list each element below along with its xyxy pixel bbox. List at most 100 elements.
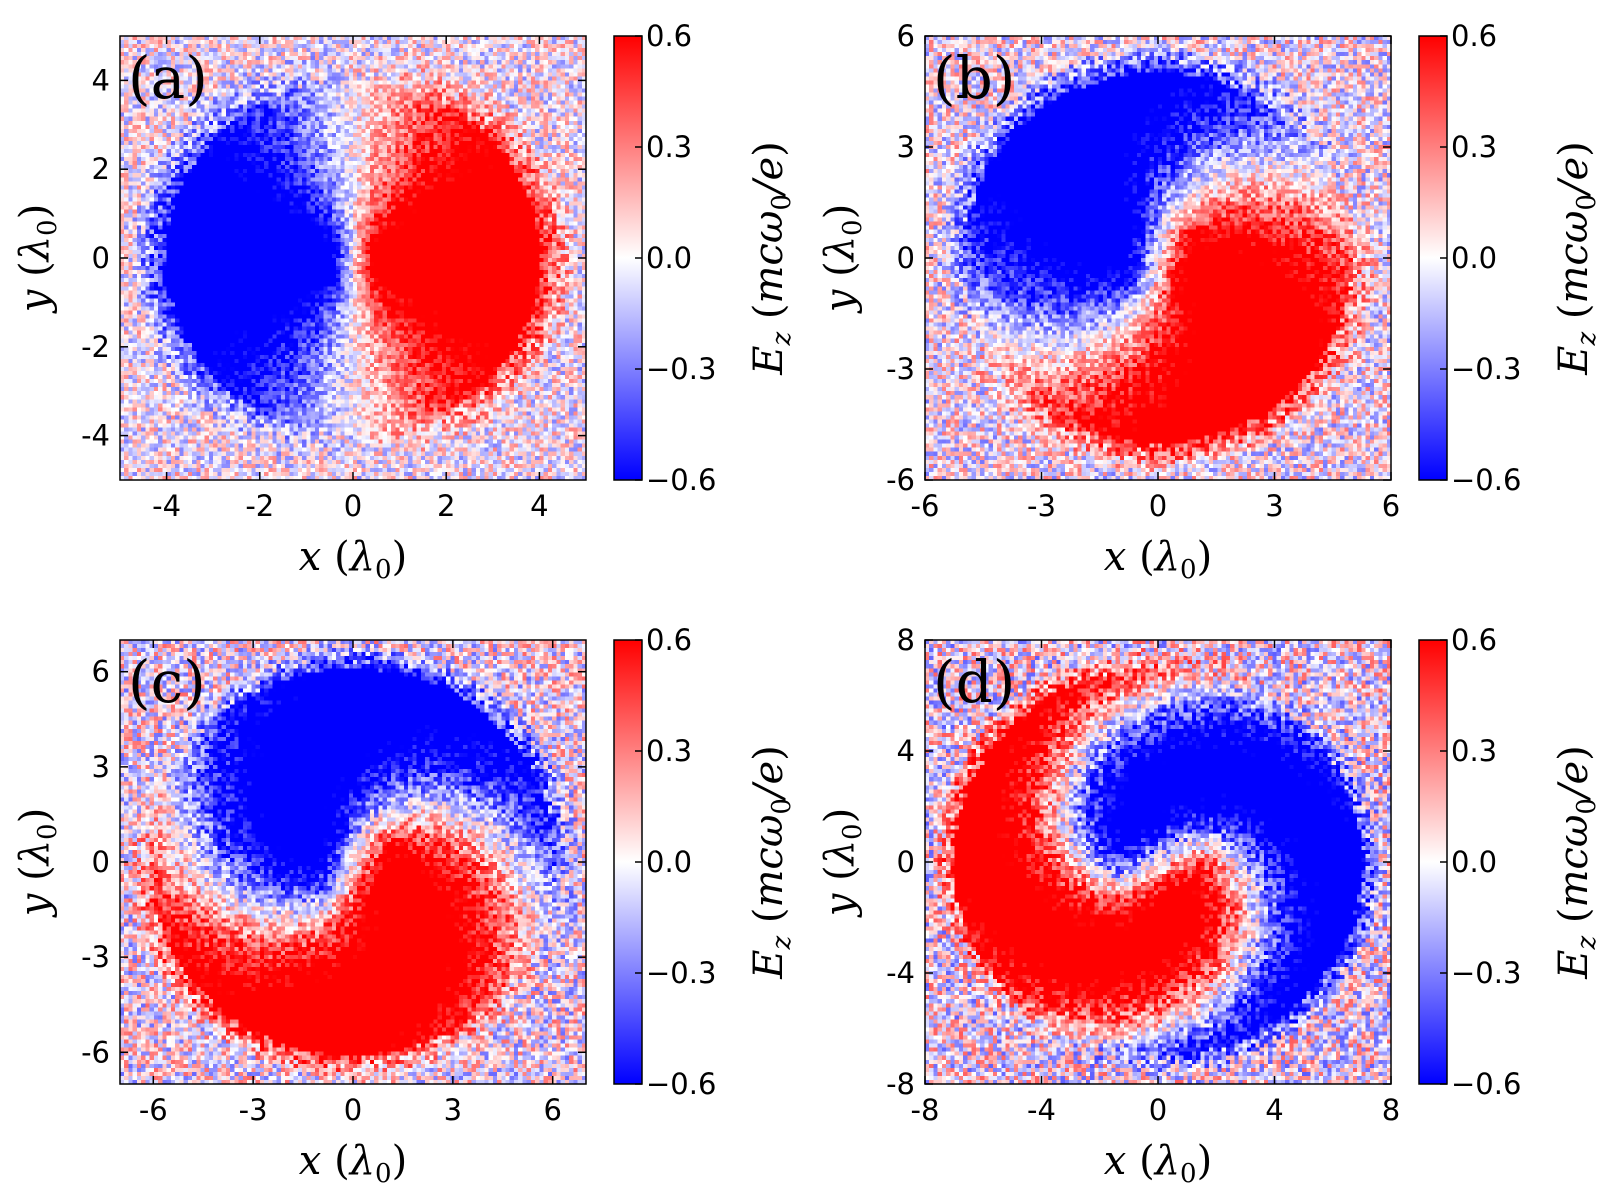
x-tick-label: 0 — [1149, 1093, 1167, 1127]
x-axis-label: x (λ0) — [1104, 1138, 1212, 1189]
colorbar-tick: 0.3 — [635, 130, 692, 164]
y-tick: -3 — [886, 352, 1391, 386]
x-tick-label: 8 — [1382, 1093, 1400, 1127]
colorbar-tick-label: 0.3 — [646, 130, 692, 164]
colorbar-tick: 0.3 — [1440, 734, 1497, 768]
panel-a: -4 -2 0 2 4 4 2 0 -2 -4 x (λ0) y (λ0) (a) 0.6 0.3 0.0 −0… — [12, 19, 797, 585]
colorbar-tick-label: 0.6 — [646, 623, 692, 657]
y-tick: 2 — [92, 152, 586, 186]
y-tick: -6 — [886, 463, 1391, 497]
x-tick: -3 — [239, 640, 268, 1127]
colorbar-tick: −0.3 — [1440, 956, 1521, 990]
x-tick-label: -6 — [911, 489, 940, 523]
colorbar-tick-label: 0.3 — [646, 734, 692, 768]
panel-label: (b) — [933, 44, 1015, 112]
colorbar-tick: 0.6 — [1440, 623, 1497, 657]
y-tick: 4 — [897, 734, 1391, 768]
y-tick-label: 8 — [897, 623, 915, 657]
colorbar-label: Ez (mcω0/e) — [1551, 745, 1600, 980]
colorbar-label: Ez (mcω0/e) — [1551, 141, 1600, 376]
x-tick-label: 4 — [530, 489, 548, 523]
y-tick: 0 — [92, 845, 586, 879]
colorbar-tick-label: −0.6 — [1451, 463, 1521, 497]
colorbar-tick-label: 0.6 — [646, 19, 692, 53]
x-tick: -4 — [1027, 640, 1056, 1127]
colorbar-tick: −0.6 — [1440, 463, 1521, 497]
x-tick-label: -3 — [1027, 489, 1056, 523]
colorbar-tick: 0.0 — [635, 241, 692, 275]
y-tick: -8 — [886, 1067, 1391, 1101]
y-tick: 8 — [897, 623, 1391, 657]
y-tick-label: 0 — [92, 845, 110, 879]
x-tick-label: 0 — [344, 489, 362, 523]
heatmap-image — [120, 640, 586, 1084]
colorbar-tick-label: 0.6 — [1451, 19, 1497, 53]
x-axis-label: x (λ0) — [299, 534, 407, 585]
colorbar-tick-label: 0.6 — [1451, 623, 1497, 657]
y-tick-label: -4 — [886, 956, 915, 990]
colorbar-tick: 0.3 — [1440, 130, 1497, 164]
panel-c: -6 -3 0 3 6 6 3 0 -3 -6 x (λ0) y (λ0) (c) 0.6 0.3 0.0 −0… — [12, 623, 797, 1189]
x-tick: 3 — [444, 640, 462, 1127]
panel-label: (a) — [128, 44, 208, 112]
colorbar-tick: −0.6 — [635, 1067, 716, 1101]
x-tick: -3 — [1027, 36, 1056, 523]
y-axis-label: y (λ0) — [12, 808, 63, 918]
colorbar-tick-label: −0.6 — [646, 463, 716, 497]
colorbar-tick: −0.3 — [1440, 352, 1521, 386]
colorbar-label: Ez (mcω0/e) — [746, 141, 797, 376]
x-tick-label: 0 — [344, 1093, 362, 1127]
y-tick-label: -6 — [886, 463, 915, 497]
x-tick-label: 6 — [1382, 489, 1400, 523]
colorbar-tick-label: −0.3 — [1451, 956, 1521, 990]
y-axis-label: y (λ0) — [817, 808, 868, 918]
x-tick: 0 — [344, 640, 362, 1127]
panel-label: (c) — [128, 648, 206, 716]
y-tick: -4 — [886, 956, 1391, 990]
y-tick-label: 0 — [92, 241, 110, 275]
panel-label: (d) — [933, 648, 1015, 716]
y-tick-label: 3 — [897, 130, 915, 164]
y-tick: -3 — [81, 940, 586, 974]
y-axis-label: y (λ0) — [817, 204, 868, 314]
colorbar-tick: −0.6 — [1440, 1067, 1521, 1101]
y-tick-label: -2 — [81, 330, 110, 364]
colorbar-tick-label: −0.3 — [646, 352, 716, 386]
x-tick-label: -4 — [1027, 1093, 1056, 1127]
colorbar-tick-label: 0.0 — [1451, 845, 1497, 879]
y-tick-label: -6 — [81, 1035, 110, 1069]
x-tick: 4 — [530, 36, 549, 523]
y-tick-label: 4 — [897, 734, 915, 768]
x-tick-label: 4 — [1265, 1093, 1283, 1127]
colorbar-tick-label: 0.0 — [1451, 241, 1497, 275]
x-axis-label: x (λ0) — [299, 1138, 407, 1189]
x-tick: -8 — [911, 640, 939, 1127]
y-tick-label: 6 — [92, 655, 110, 689]
y-tick-label: -3 — [886, 352, 915, 386]
colorbar-tick: 0.0 — [635, 845, 692, 879]
y-tick-label: -3 — [81, 940, 110, 974]
y-tick: 6 — [897, 19, 1391, 53]
colorbar-tick-label: −0.3 — [646, 956, 716, 990]
y-tick: 3 — [897, 130, 1391, 164]
y-tick: 3 — [92, 750, 586, 784]
colorbar-tick: 0.3 — [635, 734, 692, 768]
colorbar-tick: 0.0 — [1440, 241, 1497, 275]
y-tick-label: -4 — [81, 419, 110, 453]
x-tick-label: 0 — [1149, 489, 1167, 523]
colorbar-tick: −0.3 — [635, 352, 716, 386]
x-tick-label: -2 — [245, 489, 274, 523]
y-tick-label: 0 — [897, 845, 915, 879]
panel-b: -6 -3 0 3 6 6 3 0 -3 -6 x (λ0) y (λ0) (b) 0.6 0.3 0.0 −0… — [817, 19, 1600, 585]
x-tick: 2 — [437, 36, 455, 523]
x-tick-label: 6 — [543, 1093, 561, 1127]
x-tick-label: -6 — [139, 1093, 168, 1127]
x-tick: -6 — [911, 36, 940, 523]
y-tick: 4 — [92, 63, 586, 97]
heatmap-image — [925, 36, 1391, 480]
x-tick: 3 — [1265, 36, 1284, 523]
colorbar-tick: 0.6 — [1440, 19, 1497, 53]
colorbar-tick-label: 0.3 — [1451, 734, 1497, 768]
y-tick: 0 — [897, 241, 1391, 275]
